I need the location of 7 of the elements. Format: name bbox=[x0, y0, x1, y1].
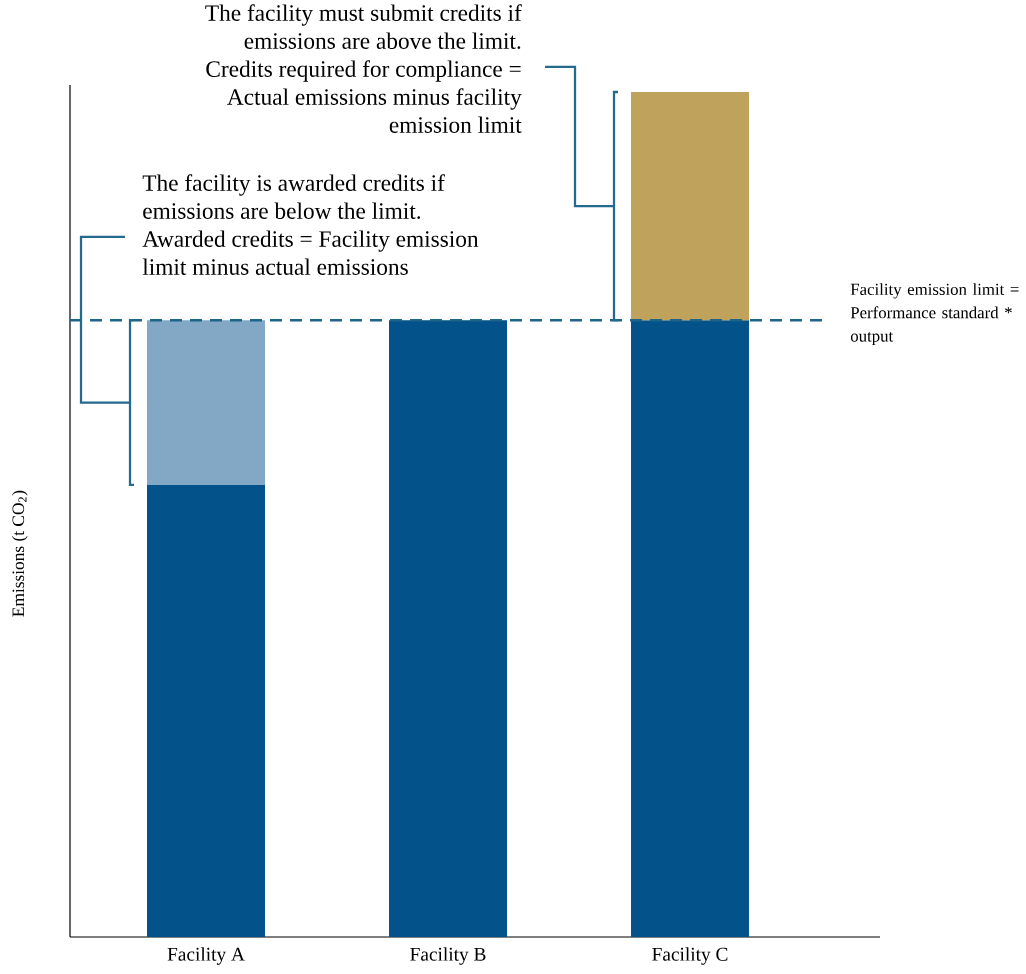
x-tick-label: Facility A bbox=[167, 947, 245, 965]
x-tick-label: Facility C bbox=[652, 947, 728, 965]
annotation: The facility must submit credits if emissions are above the limit. Credits required for compliance = Actual emissions minus facility emission limit bbox=[205, 4, 522, 133]
x-tick-label: Facility B bbox=[410, 947, 486, 965]
annotation: The facility is awarded credits if emissions are below the limit. Awarded credits = Facility emission limit minus actual emissions bbox=[142, 174, 479, 275]
ref-line-label: Facility emission limit = Performance standard * output bbox=[850, 283, 1019, 346]
y-axis-title: Emissions (t CO$_{2}$) bbox=[11, 490, 28, 617]
